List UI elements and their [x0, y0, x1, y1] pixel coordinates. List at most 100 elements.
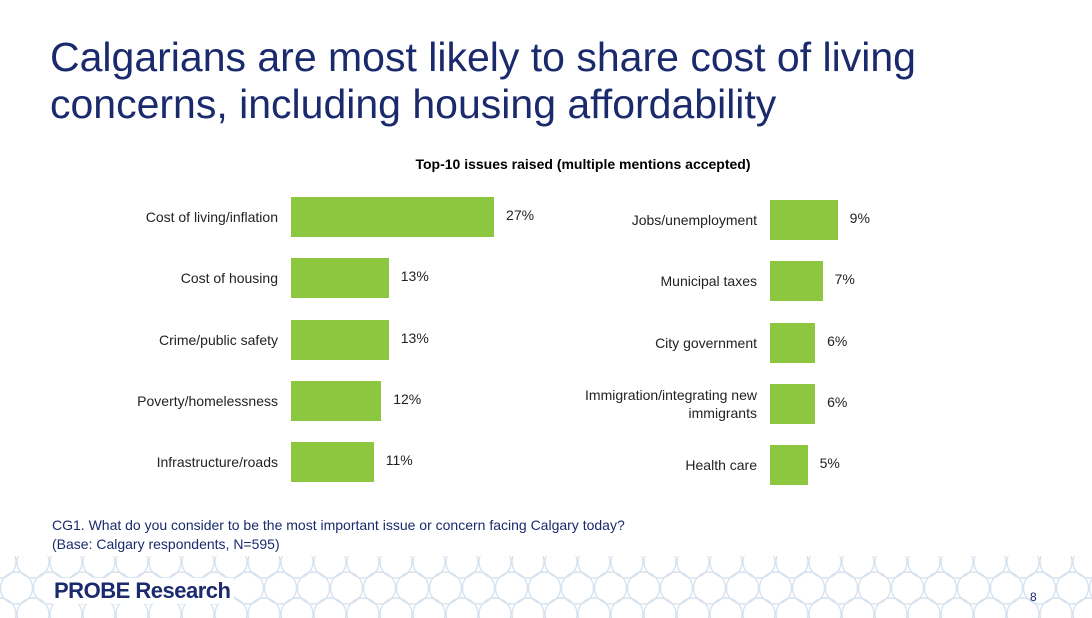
pattern-circle [412, 556, 446, 579]
pattern-circle [263, 571, 298, 605]
pattern-circle [544, 556, 578, 579]
page-number: 8 [1030, 590, 1037, 604]
logo-text-part: PR [54, 578, 84, 603]
pattern-circle [1006, 597, 1040, 618]
pattern-circle [280, 597, 314, 618]
pattern-circle [1039, 556, 1073, 579]
pattern-circle [907, 597, 941, 618]
value-label: 27% [506, 207, 535, 223]
pattern-circle [857, 571, 892, 605]
pattern-circle [379, 556, 413, 579]
pattern-circle [362, 571, 397, 605]
pattern-circle [758, 571, 793, 605]
pattern-circle [940, 597, 974, 618]
pattern-circle [841, 597, 875, 618]
bar [291, 442, 374, 483]
category-label: Poverty/homelessness [137, 392, 278, 409]
pattern-circle [874, 597, 908, 618]
pattern-circle [973, 597, 1007, 618]
pattern-circle [511, 556, 545, 579]
pattern-circle [445, 597, 479, 618]
bar [770, 322, 816, 363]
pattern-circle [1039, 597, 1073, 618]
pattern-circle [478, 597, 512, 618]
pattern-circle [346, 556, 380, 579]
pattern-circle [214, 556, 248, 579]
pattern-circle [577, 597, 611, 618]
pattern-circle [247, 556, 281, 579]
category-label: Health care [685, 457, 757, 474]
pattern-circle [445, 556, 479, 579]
pattern-circle [0, 556, 17, 579]
pattern-circle [709, 556, 743, 579]
pattern-circle [742, 597, 776, 618]
value-label: 6% [827, 393, 848, 410]
chart-title: Top-10 issues raised (multiple mentions … [415, 156, 751, 172]
slide-title: Calgarians are most likely to share cost… [50, 34, 916, 127]
bar [770, 261, 823, 302]
pattern-circle [940, 556, 974, 579]
pattern-circle [16, 597, 50, 618]
pattern-circle [115, 556, 149, 579]
pattern-circle [610, 556, 644, 579]
pattern-circle [907, 556, 941, 579]
pattern-circle [247, 597, 281, 618]
value-label: 11% [385, 452, 413, 469]
pattern-circle [280, 556, 314, 579]
pattern-circle [49, 556, 83, 579]
pattern-circle [676, 556, 710, 579]
value-label: 6% [827, 332, 848, 349]
pattern-circle [989, 571, 1024, 605]
pattern-circle [841, 556, 875, 579]
pattern-circle [379, 597, 413, 618]
pattern-circle [577, 556, 611, 579]
pattern-circle [808, 597, 842, 618]
pattern-circle [0, 571, 34, 605]
pattern-circle [923, 571, 958, 605]
pattern-circle [890, 571, 925, 605]
pattern-circle [808, 556, 842, 579]
bar [291, 197, 495, 237]
value-label: 12% [393, 390, 422, 407]
pattern-circle [148, 556, 182, 579]
pattern-circle [560, 571, 595, 605]
category-label: Crime/public safety [158, 331, 278, 348]
bar [770, 445, 808, 486]
category-label: Cost of housing [180, 270, 278, 287]
pattern-circle [181, 556, 215, 579]
pattern-circle [1072, 556, 1092, 579]
pattern-circle [16, 556, 50, 579]
pattern-circle [346, 597, 380, 618]
value-label: 13% [400, 268, 429, 285]
bar [770, 200, 838, 240]
probe-research-logo: PROBE Research [52, 578, 235, 604]
value-label: 9% [849, 210, 870, 226]
pattern-circle [643, 556, 677, 579]
bar [291, 258, 389, 299]
category-label: Immigration/integrating new immigrants [585, 386, 757, 421]
pattern-circle [395, 571, 430, 605]
pattern-circle [643, 597, 677, 618]
pattern-circle [82, 556, 116, 579]
pattern-circle [1055, 571, 1090, 605]
pattern-circle [610, 597, 644, 618]
pattern-circle [956, 571, 991, 605]
pattern-circle [593, 571, 628, 605]
question-text: CG1. What do you consider to be the most… [52, 517, 625, 533]
pattern-circle [511, 597, 545, 618]
base-note: (Base: Calgary respondents, N=595) [52, 536, 280, 552]
pattern-circle [296, 571, 331, 605]
pattern-circle [329, 571, 364, 605]
pattern-circle [478, 556, 512, 579]
pattern-circle [1022, 571, 1057, 605]
pattern-circle [775, 556, 809, 579]
category-label: Infrastructure/roads [156, 454, 278, 471]
pattern-circle [0, 597, 17, 618]
pattern-circle [973, 556, 1007, 579]
pattern-circle [742, 556, 776, 579]
pattern-circle [824, 571, 859, 605]
bar [770, 383, 816, 424]
pattern-circle [544, 597, 578, 618]
pattern-circle [692, 571, 727, 605]
logo-text-part: BE Research [100, 578, 231, 603]
